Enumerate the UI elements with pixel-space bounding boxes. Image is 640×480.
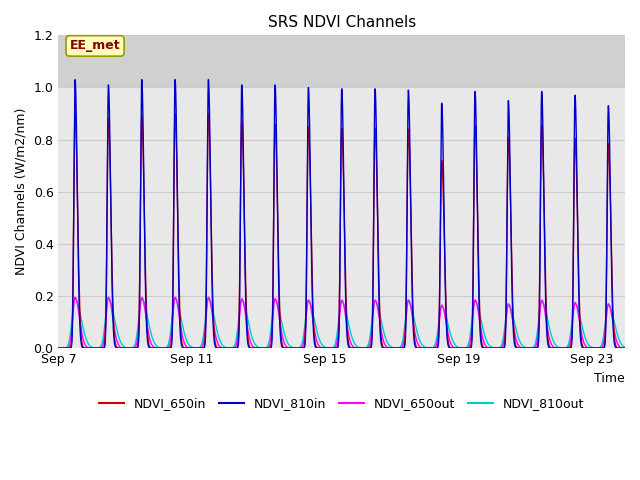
Text: EE_met: EE_met (70, 39, 120, 52)
NDVI_810in (529, 345, 536, 351)
NDVI_810out (71, 296, 79, 301)
NDVI_810out (520, 344, 527, 349)
NDVI_810in (184, 345, 191, 351)
NDVI_810out (184, 340, 191, 346)
NDVI_810out (621, 345, 629, 350)
Legend: NDVI_650in, NDVI_810in, NDVI_650out, NDVI_810out: NDVI_650in, NDVI_810in, NDVI_650out, NDV… (94, 392, 589, 415)
X-axis label: Time: Time (595, 372, 625, 384)
NDVI_810in (421, 345, 429, 351)
Line: NDVI_810out: NDVI_810out (58, 299, 625, 348)
NDVI_810out (421, 344, 429, 350)
Title: SRS NDVI Channels: SRS NDVI Channels (268, 15, 416, 30)
NDVI_650in (54, 345, 62, 351)
Line: NDVI_650in: NDVI_650in (58, 114, 625, 348)
NDVI_810in (110, 338, 118, 344)
NDVI_650in (621, 345, 629, 351)
NDVI_650out (184, 345, 191, 350)
Y-axis label: NDVI Channels (W/m2/nm): NDVI Channels (W/m2/nm) (15, 108, 28, 276)
NDVI_650in (110, 330, 118, 336)
NDVI_650in (137, 151, 145, 156)
NDVI_650out (421, 345, 429, 351)
Line: NDVI_810in: NDVI_810in (58, 80, 625, 348)
NDVI_810out (529, 345, 536, 351)
NDVI_650in (529, 345, 536, 351)
NDVI_650in (421, 345, 429, 351)
NDVI_810out (54, 345, 62, 351)
NDVI_650in (184, 345, 191, 351)
NDVI_650in (71, 111, 79, 117)
NDVI_650out (520, 345, 527, 351)
NDVI_810in (520, 345, 527, 351)
NDVI_650in (520, 345, 527, 351)
Line: NDVI_650out: NDVI_650out (58, 297, 625, 348)
NDVI_650out (621, 345, 629, 351)
NDVI_650out (137, 297, 145, 303)
NDVI_810in (54, 345, 62, 351)
NDVI_650out (54, 345, 62, 351)
NDVI_650out (110, 324, 118, 330)
Bar (58, 36, 625, 87)
NDVI_810out (110, 314, 118, 320)
NDVI_810in (71, 77, 79, 83)
NDVI_650out (71, 294, 79, 300)
NDVI_810in (621, 345, 629, 351)
NDVI_650out (529, 345, 536, 351)
NDVI_810in (137, 132, 145, 138)
NDVI_810out (137, 298, 145, 303)
